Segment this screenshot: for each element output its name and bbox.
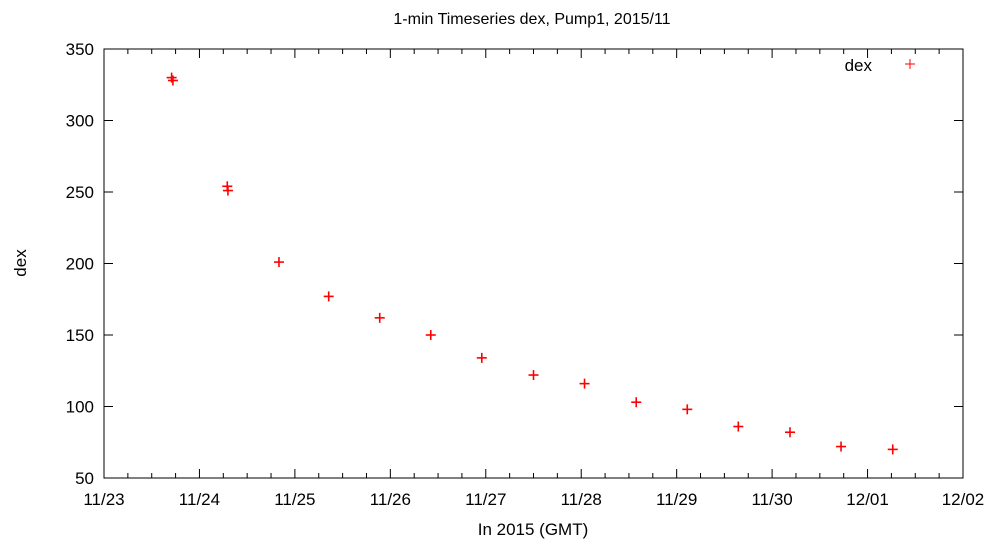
chart-title: 1-min Timeseries dex, Pump1, 2015/11 xyxy=(393,11,670,28)
data-point-5 xyxy=(323,291,334,302)
y-tick-label: 100 xyxy=(66,398,94,417)
legend: dex xyxy=(845,56,915,75)
x-tick-label: 11/27 xyxy=(465,490,506,509)
legend-entry-dex: dex xyxy=(845,56,873,75)
y-axis-label: dex xyxy=(11,249,30,277)
data-point-11 xyxy=(631,397,642,408)
x-tick-label: 12/01 xyxy=(846,490,889,509)
data-point-3 xyxy=(222,185,233,196)
data-point-13 xyxy=(733,421,744,432)
data-point-14 xyxy=(785,427,796,438)
x-tick-label: 11/23 xyxy=(83,490,124,509)
data-point-12 xyxy=(682,404,693,415)
y-tick-label: 300 xyxy=(66,112,94,131)
x-tick-label: 11/24 xyxy=(179,490,220,509)
y-tick-label: 350 xyxy=(66,40,94,59)
plot-frame xyxy=(103,48,964,479)
y-tick-label: 250 xyxy=(66,183,94,202)
y-tick-label: 150 xyxy=(66,326,94,345)
x-axis-label: In 2015 (GMT) xyxy=(478,520,589,539)
x-tick-label: 11/30 xyxy=(751,490,792,509)
data-point-16 xyxy=(887,444,898,455)
data-point-6 xyxy=(374,312,385,323)
y-tick-label: 200 xyxy=(66,255,94,274)
y-axis: 50 100 150 200 250 300 350 xyxy=(66,40,963,488)
data-point-8 xyxy=(476,352,487,363)
x-tick-label: 11/29 xyxy=(656,490,697,509)
data-point-10 xyxy=(579,378,590,389)
x-tick-label: 12/02 xyxy=(942,490,985,509)
data-point-9 xyxy=(528,370,539,381)
x-tick-label: 11/26 xyxy=(370,490,411,509)
x-tick-label: 11/25 xyxy=(274,490,315,509)
data-point-1 xyxy=(167,75,178,86)
x-axis: 11/23 11/24 11/25 11/26 11/27 11/28 11/29 11/30… xyxy=(83,49,984,509)
x-tick-label: 11/28 xyxy=(561,490,602,509)
legend-plus xyxy=(905,59,915,69)
data-point-4 xyxy=(273,257,284,268)
dex-series xyxy=(166,72,898,455)
y-tick-label: 50 xyxy=(75,469,94,488)
legend-marker-dex xyxy=(905,59,915,69)
data-point-15 xyxy=(836,441,847,452)
data-point-7 xyxy=(425,330,436,340)
